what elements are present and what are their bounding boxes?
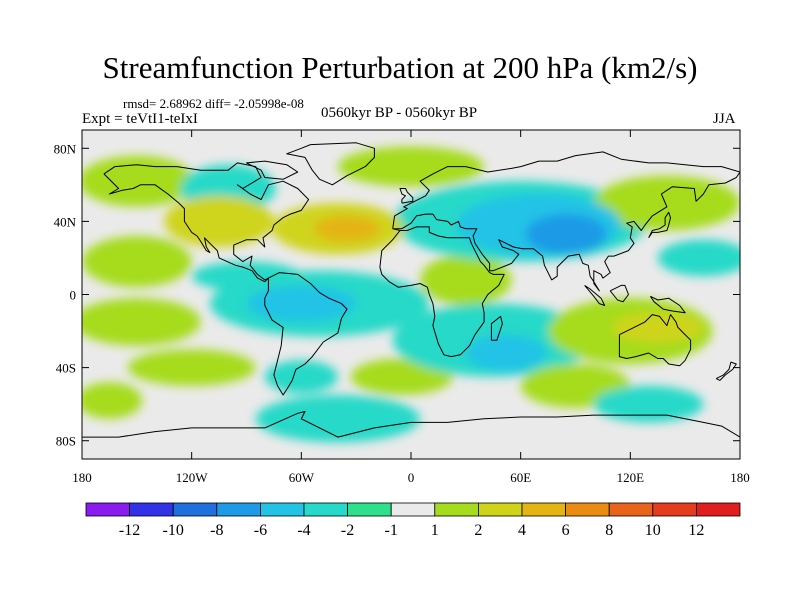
field-blob-22 xyxy=(246,285,357,322)
field-blob-9 xyxy=(264,360,338,394)
y-tick-label: 40N xyxy=(54,214,77,229)
field-blob-19 xyxy=(657,239,740,277)
colorbar-swatch xyxy=(216,502,261,517)
coastline-japan xyxy=(648,211,671,239)
field-blob-20 xyxy=(164,195,274,247)
coastline-borneo xyxy=(609,284,629,303)
chart-title: Streamfunction Perturbation at 200 hPa (… xyxy=(102,50,698,85)
colorbar-swatch xyxy=(652,502,697,517)
y-tick-label: 80S xyxy=(56,434,76,449)
colorbar-swatch xyxy=(303,502,348,517)
colorbar-swatch xyxy=(172,502,218,517)
stats-line: rmsd= 2.68962 diff= -2.05998e-08 xyxy=(123,96,304,111)
x-tick-label: 180 xyxy=(730,470,750,485)
colorbar: -12 -10 -8 -6 -4 -2 -1 1 2 4 6 8 10 12 xyxy=(85,502,741,539)
colorbar-swatch xyxy=(390,502,436,517)
colorbar-swatch xyxy=(259,502,305,517)
field-layer xyxy=(82,146,740,443)
field-blob-24 xyxy=(465,334,547,372)
x-tick-label: 0 xyxy=(408,470,415,485)
colorbar-swatch xyxy=(608,502,654,517)
coastline-australia xyxy=(618,314,692,367)
field-blob-7 xyxy=(127,349,256,386)
y-axis: 80N 40N 0 40S 80S xyxy=(54,141,740,449)
colorbar-swatch xyxy=(129,502,174,517)
coastline-north-america xyxy=(103,162,310,283)
coastline-south-america xyxy=(264,272,348,396)
field-blob-0 xyxy=(82,236,192,288)
field-blob-8 xyxy=(82,382,143,419)
coastline-eurasia-africa xyxy=(392,151,740,292)
y-tick-label: 0 xyxy=(70,288,77,303)
colorbar-label: -2 xyxy=(341,522,354,539)
colorbar-label: 8 xyxy=(605,522,613,539)
x-tick-label: 60W xyxy=(289,470,315,485)
y-tick-label: 80N xyxy=(54,141,77,156)
coastline-greenland xyxy=(286,142,375,186)
x-axis: 180 120W 60W 0 60E 120E 180 xyxy=(72,130,750,485)
coastline-madagascar xyxy=(490,315,503,341)
field-blob-17 xyxy=(593,385,704,423)
colorbar-swatch xyxy=(477,502,523,517)
colorbar-swatch xyxy=(521,502,566,517)
x-tick-label: 60E xyxy=(510,470,531,485)
x-tick-label: 120W xyxy=(176,470,209,485)
colorbar-label: 12 xyxy=(688,522,704,539)
coastline-antarctica xyxy=(82,411,740,438)
colorbar-label: -1 xyxy=(385,522,398,539)
colorbar-label: 2 xyxy=(474,522,482,539)
colorbar-label: 6 xyxy=(562,522,570,539)
colorbar-label: -8 xyxy=(210,522,223,539)
field-blob-18 xyxy=(593,175,740,231)
x-tick-label: 180 xyxy=(72,470,92,485)
season-label: JJA xyxy=(713,111,736,127)
field-blob-6 xyxy=(82,298,201,346)
experiment-label: Expt = teVtI1-teIxI xyxy=(82,111,198,127)
colorbar-swatch xyxy=(347,502,392,517)
coastline-uk xyxy=(399,188,414,204)
colorbar-label: 1 xyxy=(431,522,439,539)
coastline-layer xyxy=(82,142,740,438)
period-label: 0560kyr BP - 0560kyr BP xyxy=(321,105,478,121)
coastline-baffin xyxy=(246,160,299,180)
y-tick-label: 40S xyxy=(56,361,76,376)
colorbar-label: -4 xyxy=(297,522,310,539)
colorbar-swatch xyxy=(85,502,130,517)
field-blob-26 xyxy=(314,215,380,242)
field-blob-25 xyxy=(612,312,704,343)
field-blob-12 xyxy=(420,254,512,306)
coastline-africa xyxy=(379,226,505,358)
field-blob-27 xyxy=(526,214,607,255)
field-blob-1 xyxy=(82,155,196,207)
colorbar-swatch xyxy=(434,502,479,517)
colorbar-label: -12 xyxy=(119,522,140,539)
colorbar-swatch xyxy=(696,502,741,517)
coastline-new-zealand xyxy=(715,361,737,381)
field-blob-10 xyxy=(255,395,421,443)
coastline-new-guinea xyxy=(649,295,686,314)
coastline-sumatra xyxy=(584,284,606,306)
colorbar-label: -10 xyxy=(163,522,184,539)
colorbar-label: -6 xyxy=(254,522,267,539)
colorbar-label: 10 xyxy=(645,522,661,539)
x-tick-label: 120E xyxy=(617,470,645,485)
colorbar-label: 4 xyxy=(518,522,526,539)
colorbar-swatch xyxy=(565,502,610,517)
